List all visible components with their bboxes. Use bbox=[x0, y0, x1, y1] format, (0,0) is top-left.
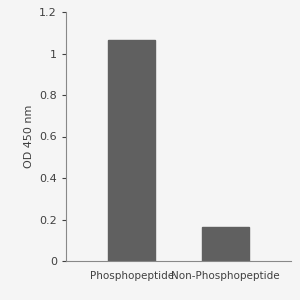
Bar bbox=[108, 40, 155, 261]
Y-axis label: OD 450 nm: OD 450 nm bbox=[24, 105, 34, 168]
Bar bbox=[202, 227, 249, 261]
